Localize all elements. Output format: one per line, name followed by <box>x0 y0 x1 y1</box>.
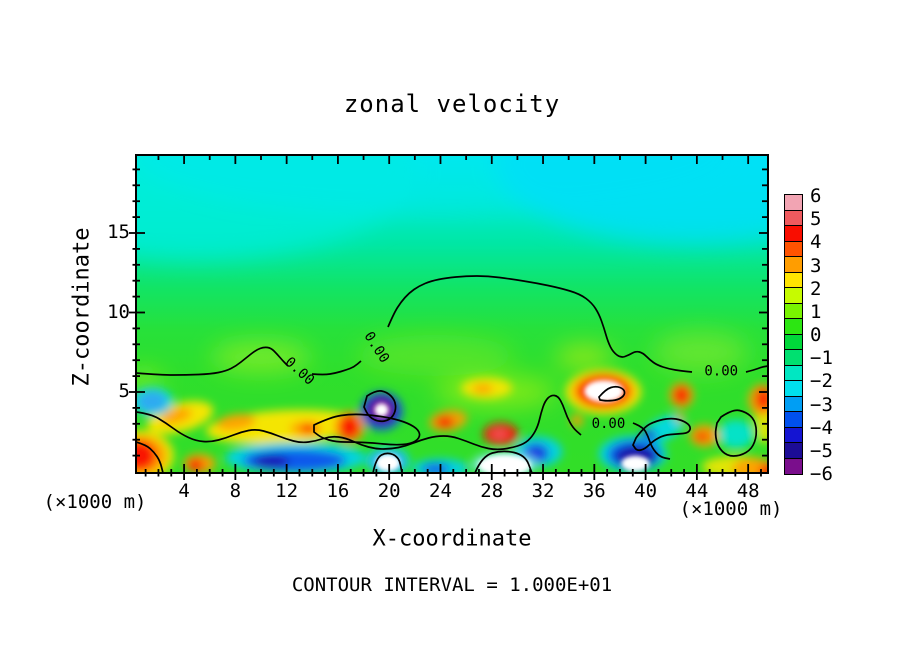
zero-contour <box>136 441 164 473</box>
zero-contour-loop <box>714 409 758 457</box>
colorbar-cell <box>784 194 803 211</box>
colorbar-cell <box>784 318 803 335</box>
colorbar-tick-label: 6 <box>810 185 822 207</box>
zero-contour-loop <box>632 417 692 452</box>
x-tick-label: 4 <box>178 480 190 502</box>
z-tick-label: 10 <box>107 300 130 323</box>
colorbar-tick-label: −3 <box>810 393 833 416</box>
x-tick-label: 16 <box>326 480 350 502</box>
z-tick-label: 15 <box>107 221 130 243</box>
x-tick-label: 40 <box>634 480 658 502</box>
colorbar-tick-label: 2 <box>810 277 822 300</box>
zero-contour-loop <box>598 385 626 402</box>
field-feature <box>216 413 256 431</box>
field-feature <box>160 407 192 424</box>
x-axis-title: X-coordinate <box>372 526 532 552</box>
field-feature <box>694 431 710 442</box>
colorbar-cell <box>784 209 803 227</box>
field-feature <box>491 429 508 439</box>
x-tick-label: 44 <box>685 480 709 502</box>
x-tick-label: 12 <box>275 480 299 502</box>
colorbar-tick-label: 4 <box>810 231 822 254</box>
z-tick-label: 5 <box>118 380 130 402</box>
zero-contour <box>474 450 533 473</box>
field-feature <box>718 419 754 449</box>
colorbar-cell <box>784 240 803 258</box>
colorbar-tick-label: −4 <box>810 416 833 439</box>
x-tick-label: 48 <box>736 480 760 502</box>
x-tick-label: 32 <box>531 480 555 502</box>
field-feature <box>495 155 768 245</box>
colorbar-tick-label: −6 <box>810 463 833 486</box>
colorbar-tick-label: 0 <box>810 324 822 347</box>
colorbar-cell <box>784 302 803 320</box>
x-tick-label: 24 <box>429 480 452 502</box>
contour-value-label: 0.00 <box>592 416 626 432</box>
field-feature <box>570 414 584 427</box>
colorbar-cell <box>784 349 803 366</box>
colorbar-tick-label: 5 <box>810 208 822 231</box>
field-feature <box>421 463 451 473</box>
zero-contour-loop <box>313 413 421 446</box>
field-feature <box>555 345 613 369</box>
colorbar-cell <box>784 271 803 289</box>
field-feature <box>375 454 401 472</box>
x-axis-unit-note-right: (×1000 m) <box>679 498 783 520</box>
colorbar-cell <box>784 287 803 304</box>
zero-contour <box>136 346 289 376</box>
colorbar-tick-label: −1 <box>810 347 833 370</box>
field-feature <box>339 415 360 439</box>
x-tick-label: 8 <box>229 480 242 502</box>
field-feature <box>732 457 768 473</box>
zero-contour-loop <box>363 390 397 423</box>
x-tick-label: 28 <box>480 480 504 502</box>
field-feature <box>253 454 290 470</box>
field-feature <box>435 416 454 428</box>
zero-contour <box>372 452 403 473</box>
colorbar-tick-label: 1 <box>810 300 822 323</box>
colorbar-cell <box>784 457 803 475</box>
colorbar-cell <box>784 426 803 444</box>
contour-value-label: 0.00 <box>704 363 738 379</box>
zero-contour <box>136 394 582 451</box>
field-feature <box>673 386 690 404</box>
colorbar-cell <box>784 442 803 459</box>
colorbar-cell <box>784 395 803 413</box>
zero-contour <box>387 275 693 373</box>
field-feature <box>136 440 156 471</box>
x-tick-label: 36 <box>582 480 606 502</box>
field-feature <box>301 423 316 434</box>
field-feature <box>755 388 768 411</box>
field-feature <box>653 331 749 373</box>
field-feature <box>374 403 389 417</box>
x-axis-unit-note-left: (×1000 m) <box>43 491 147 513</box>
contour-interval-note: CONTOUR INTERVAL = 1.000E+01 <box>291 574 613 596</box>
colorbar-cell <box>784 364 803 382</box>
contour-plot: 0.000.000.000.00 <box>129 154 769 480</box>
field-feature <box>472 384 494 394</box>
colorbar-tick-label: 3 <box>810 254 822 277</box>
field-offscale-white-cores <box>374 380 650 473</box>
field-feature <box>187 458 204 472</box>
colorbar-tick-label: −5 <box>810 439 833 462</box>
zero-contour-lines <box>136 275 768 473</box>
plot-frame <box>135 154 769 474</box>
field-feature <box>137 391 167 412</box>
field-feature <box>621 455 650 472</box>
colorbar-cell <box>784 411 803 428</box>
field-feature <box>355 334 515 377</box>
colorbar-cell <box>784 225 803 242</box>
x-tick-label: 20 <box>377 480 401 502</box>
plot-title: zonal velocity <box>343 90 561 118</box>
colorbar-cell <box>784 256 803 273</box>
colorbar-cell <box>784 333 803 351</box>
zero-contour <box>311 360 362 376</box>
colorbar-tick-label: −2 <box>810 370 833 393</box>
zero-contour <box>745 365 768 373</box>
colorbar-cell <box>784 380 803 397</box>
